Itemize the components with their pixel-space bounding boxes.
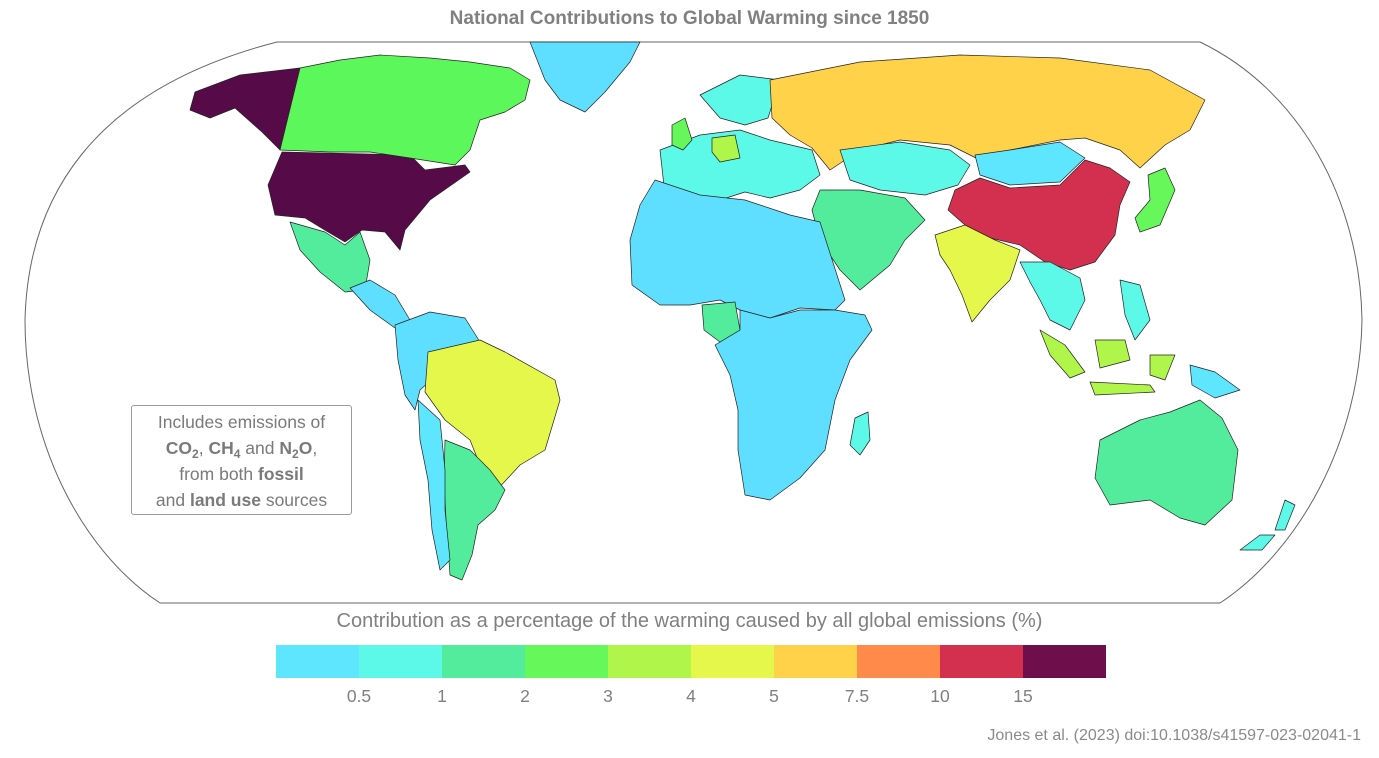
colorbar-segment-2 [359, 645, 442, 678]
colorbar-segment-1 [276, 645, 359, 678]
country-papua-new-guinea [1189, 364, 1241, 399]
country-united-kingdom [671, 117, 693, 151]
colorbar-segment-9 [940, 645, 1023, 678]
colorbar-tick-label: 15 [1013, 686, 1033, 706]
co2-label: CO2 [165, 438, 199, 461]
colorbar-segment-8 [857, 645, 940, 678]
emissions-note-box: Includes emissions of CO2, CH4 and N2O, … [131, 405, 352, 515]
colorbar-segment-6 [691, 645, 774, 678]
note-line-1: Includes emissions of [157, 412, 326, 432]
n2o-label: N2O [279, 438, 313, 461]
country-mexico [289, 221, 371, 293]
country-southeast-asia [1019, 261, 1151, 341]
country-australia [1094, 399, 1239, 526]
country-new-zealand [1239, 499, 1296, 551]
colorbar-segment-7 [774, 645, 857, 678]
country-greenland [529, 41, 641, 113]
country-brazil [424, 339, 561, 493]
colorbar-segment-5 [608, 645, 691, 678]
colorbar-tick-label: 4 [686, 686, 696, 706]
country-central-asia [839, 141, 971, 196]
colorbar [276, 645, 1106, 678]
country-sub-saharan-africa [714, 309, 873, 501]
country-nigeria [701, 301, 741, 343]
colorbar-tick-label: 10 [930, 686, 950, 706]
colorbar-tick-label: 3 [603, 686, 613, 706]
country-madagascar [849, 411, 871, 456]
country-chile [417, 399, 451, 571]
country-mongolia [974, 141, 1086, 186]
colorbar-segment-10 [1023, 645, 1106, 678]
map-title: National Contributions to Global Warming… [449, 8, 930, 29]
colorbar-tick-label: 7.5 [844, 686, 870, 706]
country-canada [279, 54, 531, 166]
colorbar-title: Contribution as a percentage of the warm… [336, 610, 1043, 632]
colorbar-segment-3 [442, 645, 525, 678]
country-india [934, 224, 1021, 323]
country-germany [711, 134, 741, 163]
colorbar-tick-label: 0.5 [346, 686, 372, 706]
colorbar-segment-4 [525, 645, 608, 678]
citation: Jones et al. (2023) doi:10.1038/s41597-0… [987, 727, 1361, 744]
ch4-label: CH4 [208, 438, 241, 461]
country-united-states [267, 151, 471, 251]
note-line-2: CO2, CH4 and N2O, [165, 438, 318, 461]
country-russia [769, 54, 1206, 171]
colorbar-tick-label: 2 [520, 686, 530, 706]
country-japan [1134, 167, 1176, 233]
note-line-3: from both fossil [179, 464, 304, 484]
colorbar-tick-label: 1 [437, 686, 447, 706]
colorbar-ticks: 0.5 1 2 3 4 5 7.5 10 15 [276, 686, 1106, 710]
colorbar-tick-label: 5 [769, 686, 779, 706]
note-line-4: and land use sources [155, 490, 328, 510]
world-map [24, 41, 1363, 604]
country-indonesia [1039, 329, 1176, 396]
